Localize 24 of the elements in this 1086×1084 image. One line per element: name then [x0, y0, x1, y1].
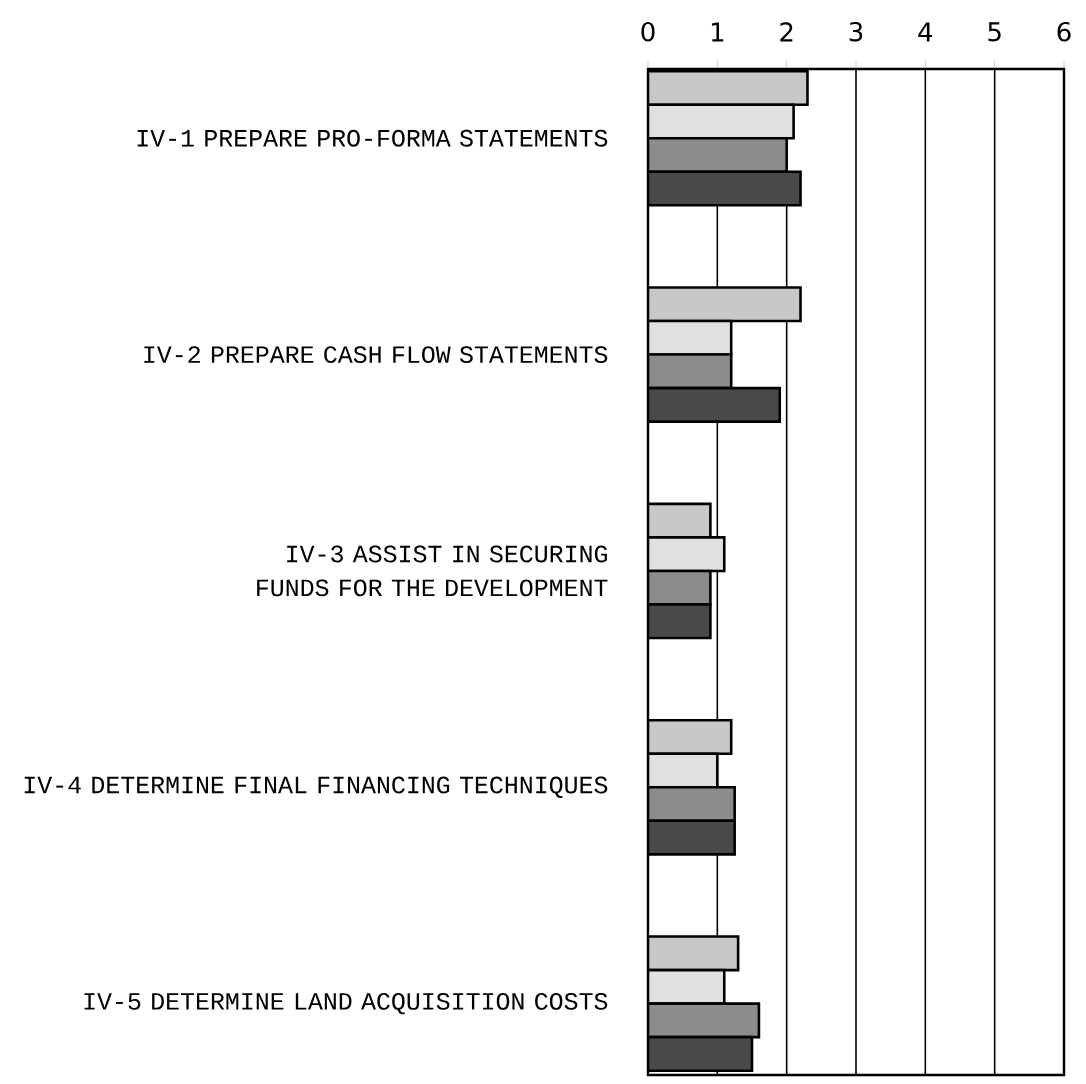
- bar: [648, 286, 802, 323]
- bar: [648, 1035, 754, 1072]
- bar: [648, 536, 726, 573]
- bar: [648, 319, 733, 356]
- x-tick-label: 0: [641, 21, 655, 42]
- y-tick-label: IV-5 DETERMINE LAND ACQUISITION COSTS: [84, 992, 608, 1015]
- x-tick-label: 2: [780, 22, 793, 42]
- bar: [648, 69, 809, 106]
- bar: [648, 103, 795, 140]
- y-tick-label: IV-4 DETERMINE FINAL FINANCING TECHNIQUES: [24, 776, 608, 798]
- bar: [648, 968, 726, 1005]
- x-tick-label: 3: [849, 21, 863, 42]
- bar: [648, 819, 736, 856]
- bar: [648, 1002, 761, 1039]
- y-tick-label: IV-3 ASSIST IN SECURING FUNDS FOR THE DEVELOPMENT: [257, 545, 608, 597]
- y-tick-label: IV-1 PREPARE PRO-FORMA STATEMENTS: [137, 129, 608, 147]
- bar: [648, 353, 733, 390]
- bar: [648, 935, 740, 972]
- bar: [648, 170, 802, 207]
- x-tick-label: 5: [988, 22, 1001, 42]
- x-tick-label: 1: [711, 22, 724, 42]
- x-tick-label: 6: [1057, 21, 1071, 42]
- y-tick-label: IV-2 PREPARE CASH FLOW STATEMENTS: [144, 346, 608, 364]
- x-tick-label: 4: [918, 22, 933, 42]
